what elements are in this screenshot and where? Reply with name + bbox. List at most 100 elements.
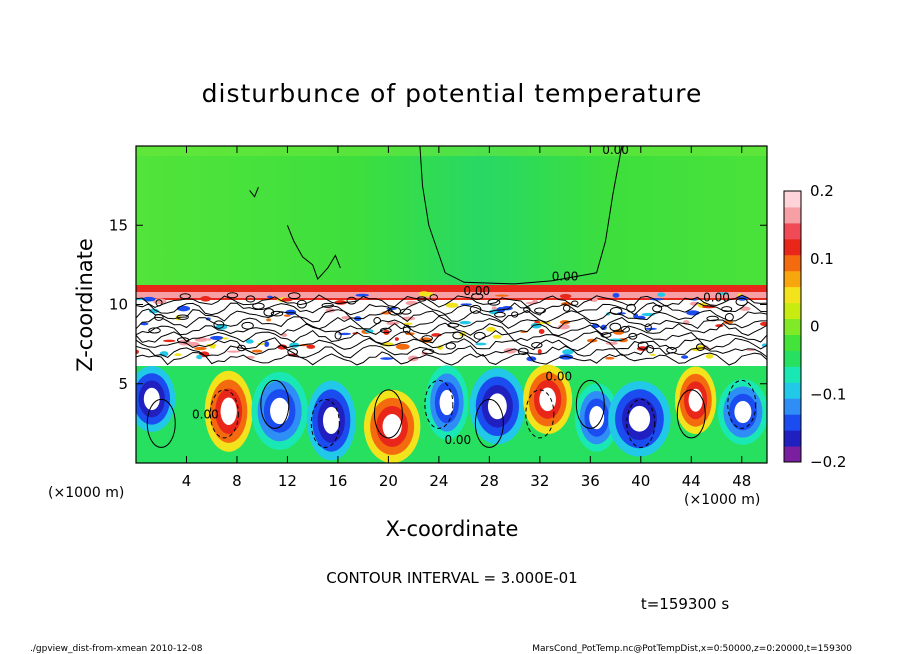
- contour-line: [136, 294, 767, 308]
- contour-loop: [525, 389, 555, 439]
- cell-shade: [688, 388, 703, 412]
- turbulence-patch: [176, 305, 191, 312]
- x-tick-label: 20: [379, 472, 398, 490]
- turbulence-patch: [459, 320, 471, 325]
- contour-line: [136, 329, 767, 345]
- colorbar-swatch: [784, 382, 801, 399]
- contour-loop: [534, 307, 546, 314]
- colorbar-swatch: [784, 191, 801, 208]
- contour-loop: [727, 379, 757, 429]
- cell-shade: [220, 397, 237, 426]
- colorbar-swatch: [784, 302, 801, 320]
- y-axis: 5 10 15: [109, 216, 767, 393]
- turbulence-patch: [537, 321, 551, 325]
- turbulence-patch: [492, 334, 502, 339]
- contour-loop: [245, 295, 256, 303]
- contour-loop: [600, 332, 612, 338]
- contour-label: 0.00: [703, 290, 730, 304]
- turbulence-patch: [194, 346, 207, 351]
- turbulence-patch: [534, 320, 541, 324]
- turbulence-patch: [475, 342, 487, 346]
- contour-loop: [571, 300, 579, 306]
- turbulence-patch: [681, 355, 689, 359]
- y-tick-label: 15: [109, 216, 128, 234]
- colorbar-swatch: [784, 286, 801, 304]
- x-tick-label: 44: [682, 472, 701, 490]
- turbulence-patch: [281, 333, 287, 338]
- contour-loop: [517, 347, 529, 356]
- contour-loop: [176, 337, 190, 343]
- turbulence-patch: [403, 322, 413, 325]
- turbulence-patch: [281, 297, 293, 302]
- turbulence-patch: [717, 292, 729, 295]
- contour-loop: [474, 398, 504, 448]
- contour-loop: [421, 335, 433, 342]
- contour-line: [419, 146, 623, 285]
- colorbar-swatch: [784, 334, 801, 351]
- contour-loop: [346, 296, 357, 305]
- contour-loop: [626, 398, 656, 448]
- turbulence-patch: [226, 350, 241, 353]
- cell-shade: [734, 400, 752, 424]
- contour-loop: [176, 314, 189, 320]
- contour-loop: [287, 292, 301, 300]
- colorbar-swatch: [784, 430, 801, 447]
- turbulence-patch: [605, 356, 615, 360]
- turbulence-patch: [222, 337, 229, 340]
- turbulence-patch: [636, 346, 649, 351]
- colorbar: [783, 190, 802, 463]
- cell-shade: [589, 405, 605, 430]
- contour-labels: 0.00 0.00 0.00 0.00 0.00 0.00 0.00: [192, 143, 730, 447]
- turbulence-patch: [538, 329, 545, 335]
- x-tick-label: 12: [278, 472, 297, 490]
- turbulence-patch: [562, 349, 574, 355]
- contour-loop: [706, 315, 719, 322]
- turbulence-patch: [207, 338, 212, 341]
- contour-loop: [646, 344, 655, 354]
- contour-loop: [287, 348, 298, 356]
- turbulence-patch: [205, 317, 211, 321]
- contour-loop: [209, 389, 239, 439]
- warm-band-light: [136, 292, 767, 298]
- upper-field-top: [136, 146, 767, 156]
- contour-label: 0.00: [463, 284, 490, 298]
- contour-interval: CONTOUR INTERVAL = 3.000E-01: [326, 569, 577, 587]
- turbulence-patch: [705, 353, 714, 359]
- time-label: t=159300 s: [641, 595, 729, 613]
- contour-line: [286, 225, 341, 281]
- colorbar-swatch: [784, 446, 801, 463]
- colorbar-ticks: 0.2 0.1 0 −0.1 −0.2: [810, 182, 846, 471]
- x-tick-label: 16: [328, 472, 347, 490]
- contour-label: 0.00: [602, 143, 629, 157]
- contour-loop: [494, 311, 506, 318]
- plot-area: 0.00 0.00 0.00 0.00 0.00 0.00 0.00: [136, 143, 767, 463]
- contour-label: 0.00: [552, 270, 579, 284]
- contour-loop: [471, 293, 484, 300]
- turbulence-patch: [200, 296, 212, 302]
- turbulence-patch: [537, 348, 542, 355]
- colorbar-tick-label: −0.1: [810, 385, 846, 403]
- y-tick-label: 5: [118, 375, 128, 393]
- turbulence-patch: [657, 292, 666, 297]
- cell-shade: [628, 405, 651, 432]
- cell-shade: [439, 389, 455, 416]
- contour-loop: [721, 306, 733, 313]
- colorbar-swatch: [784, 270, 801, 288]
- y-axis-title: Z-coordinate: [73, 238, 97, 372]
- contour-loop: [179, 293, 191, 300]
- colorbar-swatch: [784, 222, 801, 240]
- turbulence-patch: [612, 292, 620, 298]
- contour-loop: [447, 322, 459, 328]
- contour-loop: [263, 308, 275, 317]
- contour-loop: [213, 320, 225, 329]
- x-tick-label: 32: [530, 472, 549, 490]
- contour-loop: [241, 321, 254, 330]
- contour-loop: [416, 296, 427, 302]
- turbulence-patch: [163, 339, 176, 343]
- contour-loop: [424, 379, 454, 429]
- contour-loop: [452, 331, 464, 340]
- turbulence-patch: [380, 357, 394, 360]
- contour-loop: [296, 299, 307, 309]
- turbulence-patch: [196, 354, 203, 360]
